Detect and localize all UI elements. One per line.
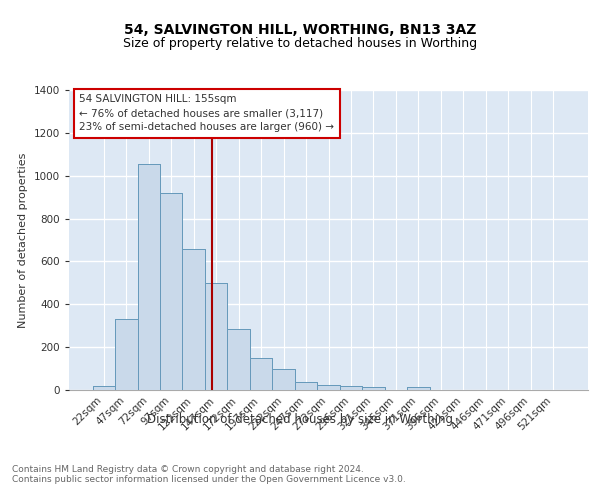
Text: Distribution of detached houses by size in Worthing: Distribution of detached houses by size … <box>147 412 453 426</box>
Bar <box>272 368 295 390</box>
Bar <box>182 248 205 390</box>
Bar <box>362 387 385 390</box>
Bar <box>182 248 205 390</box>
Bar <box>295 382 317 390</box>
Bar <box>115 320 137 390</box>
Bar <box>227 329 250 390</box>
Bar <box>272 368 295 390</box>
Y-axis label: Number of detached properties: Number of detached properties <box>18 152 28 328</box>
Bar <box>205 283 227 390</box>
Bar <box>115 320 137 390</box>
Bar <box>160 193 182 390</box>
Text: 54, SALVINGTON HILL, WORTHING, BN13 3AZ: 54, SALVINGTON HILL, WORTHING, BN13 3AZ <box>124 22 476 36</box>
Bar <box>92 386 115 390</box>
Bar <box>340 386 362 390</box>
Bar <box>227 329 250 390</box>
Bar <box>340 386 362 390</box>
Text: 54 SALVINGTON HILL: 155sqm
← 76% of detached houses are smaller (3,117)
23% of s: 54 SALVINGTON HILL: 155sqm ← 76% of deta… <box>79 94 334 132</box>
Bar <box>250 358 272 390</box>
Bar <box>317 384 340 390</box>
Bar <box>295 382 317 390</box>
Bar <box>137 164 160 390</box>
Bar <box>92 386 115 390</box>
Bar <box>160 193 182 390</box>
Bar <box>407 388 430 390</box>
Bar <box>362 387 385 390</box>
Bar <box>317 384 340 390</box>
Bar <box>205 283 227 390</box>
Bar <box>407 388 430 390</box>
Text: Size of property relative to detached houses in Worthing: Size of property relative to detached ho… <box>123 38 477 51</box>
Bar <box>137 164 160 390</box>
Bar <box>250 358 272 390</box>
Text: Contains HM Land Registry data © Crown copyright and database right 2024.
Contai: Contains HM Land Registry data © Crown c… <box>12 465 406 484</box>
